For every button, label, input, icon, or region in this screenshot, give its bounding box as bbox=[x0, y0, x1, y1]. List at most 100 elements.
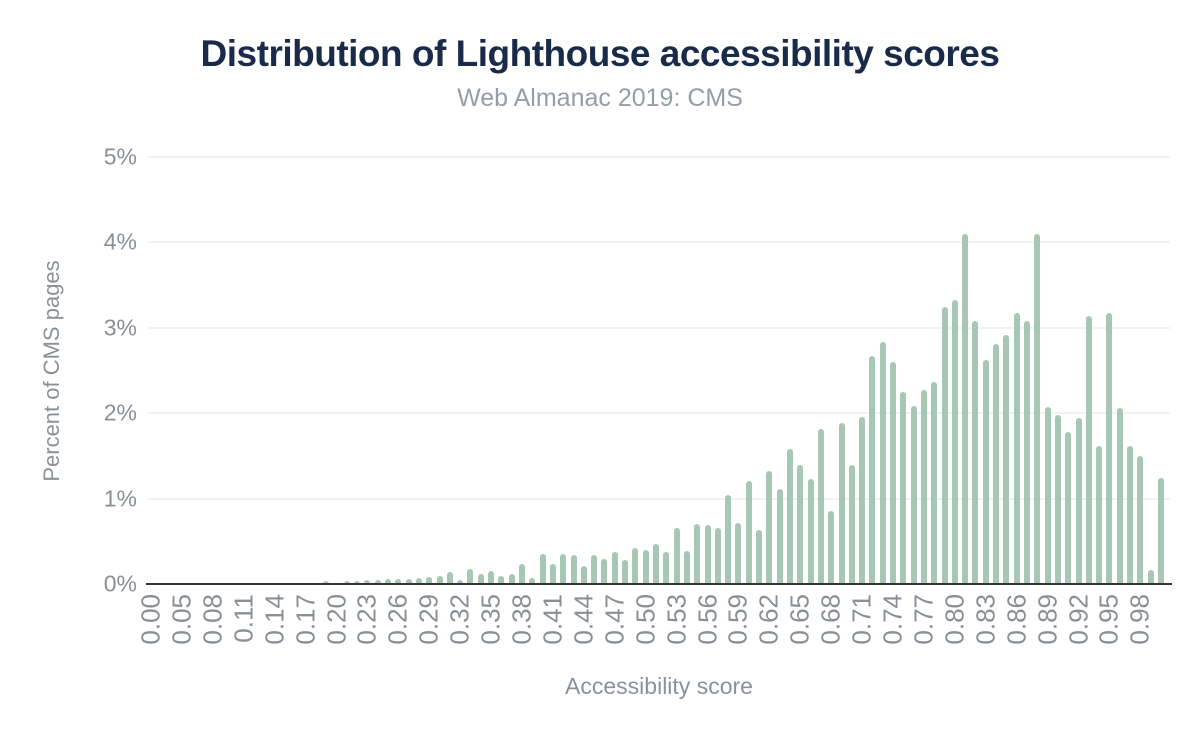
bar-0.84 bbox=[993, 344, 1000, 584]
bar-0.72 bbox=[869, 355, 876, 584]
bar-0.96 bbox=[1116, 408, 1123, 584]
x-tick-label-0.92: 0.92 bbox=[1063, 594, 1094, 645]
x-tick-label-0.11: 0.11 bbox=[228, 594, 259, 643]
bar-0.43 bbox=[570, 554, 577, 584]
x-tick-label-0.95: 0.95 bbox=[1093, 594, 1124, 645]
bar-0.39 bbox=[529, 578, 536, 584]
x-tick-label-0.59: 0.59 bbox=[722, 594, 753, 645]
chart-subtitle: Web Almanac 2019: CMS bbox=[457, 84, 743, 112]
bar-0.36 bbox=[498, 576, 505, 584]
plot-area bbox=[148, 156, 1170, 584]
bar-0.56 bbox=[704, 525, 711, 584]
bar-0.27 bbox=[405, 578, 412, 584]
gridline-4% bbox=[148, 241, 1170, 244]
bar-0.59 bbox=[735, 523, 742, 584]
x-tick-label-0.47: 0.47 bbox=[599, 594, 630, 645]
y-tick-label-3%: 3% bbox=[103, 314, 137, 341]
bar-0.40 bbox=[539, 554, 546, 584]
bar-0.24 bbox=[374, 579, 381, 584]
bar-0.66 bbox=[807, 478, 814, 584]
bar-0.51 bbox=[653, 543, 659, 584]
x-tick-label-0.56: 0.56 bbox=[692, 594, 723, 645]
x-tick-label-0.80: 0.80 bbox=[939, 594, 970, 645]
bar-0.91 bbox=[1065, 431, 1072, 584]
bar-0.25 bbox=[385, 578, 392, 584]
bar-0.57 bbox=[714, 528, 721, 584]
x-tick-label-0.23: 0.23 bbox=[351, 594, 382, 645]
x-axis-line bbox=[146, 583, 1172, 585]
bar-0.68 bbox=[828, 510, 835, 584]
bar-0.94 bbox=[1096, 445, 1103, 584]
x-tick-label-0.08: 0.08 bbox=[197, 594, 228, 645]
x-tick-label-0.74: 0.74 bbox=[877, 594, 908, 645]
bar-0.82 bbox=[972, 320, 979, 584]
bar-0.31 bbox=[446, 572, 453, 584]
bar-0.54 bbox=[683, 550, 690, 584]
x-tick-label-0.20: 0.20 bbox=[321, 594, 351, 645]
bar-0.37 bbox=[508, 573, 515, 584]
bar-0.92 bbox=[1075, 418, 1082, 584]
bar-0.58 bbox=[725, 495, 732, 584]
bar-0.77 bbox=[920, 390, 927, 584]
bar-0.35 bbox=[488, 571, 495, 584]
x-tick-label-0.68: 0.68 bbox=[815, 594, 846, 645]
bar-0.74 bbox=[890, 361, 897, 584]
bar-0.45 bbox=[591, 554, 598, 584]
bar-0.46 bbox=[601, 559, 608, 584]
bar-0.28 bbox=[415, 578, 422, 584]
bar-0.60 bbox=[745, 480, 752, 584]
x-tick-label-0.29: 0.29 bbox=[413, 594, 444, 645]
gridline-2% bbox=[148, 412, 1170, 415]
bar-0.42 bbox=[560, 554, 567, 584]
bar-0.23 bbox=[364, 579, 371, 584]
bar-0.86 bbox=[1013, 313, 1020, 584]
x-tick-label-0.00: 0.00 bbox=[135, 594, 166, 645]
bar-0.98 bbox=[1137, 455, 1144, 584]
bar-0.38 bbox=[519, 563, 526, 584]
bar-0.76 bbox=[910, 405, 917, 584]
x-tick-label-0.62: 0.62 bbox=[753, 594, 784, 645]
x-tick-label-0.71: 0.71 bbox=[846, 594, 877, 645]
bar-0.48 bbox=[622, 560, 629, 584]
bar-0.34 bbox=[477, 573, 484, 584]
y-axis-title: Percent of CMS pages bbox=[39, 260, 64, 482]
x-tick-label-0.53: 0.53 bbox=[661, 594, 692, 645]
bar-0.95 bbox=[1106, 313, 1113, 584]
y-tick-label-0%: 0% bbox=[103, 570, 137, 597]
y-tick-label-1%: 1% bbox=[103, 485, 137, 512]
bar-0.30 bbox=[436, 576, 443, 584]
bar-0.75 bbox=[900, 391, 907, 584]
bar-0.99 bbox=[1147, 570, 1154, 584]
x-tick-label-0.65: 0.65 bbox=[784, 594, 815, 645]
x-tick-label-0.38: 0.38 bbox=[506, 594, 537, 645]
bar-0.67 bbox=[817, 429, 824, 584]
bar-0.64 bbox=[786, 449, 793, 584]
bar-0.93 bbox=[1085, 315, 1092, 584]
bar-0.73 bbox=[879, 342, 886, 584]
x-tick-label-0.32: 0.32 bbox=[444, 594, 475, 645]
bar-0.55 bbox=[694, 524, 701, 584]
bar-0.90 bbox=[1054, 414, 1061, 584]
gridline-5% bbox=[148, 156, 1170, 158]
bar-0.47 bbox=[611, 551, 618, 584]
bar-0.71 bbox=[859, 417, 866, 584]
chart-title: Distribution of Lighthouse accessibility… bbox=[200, 33, 1000, 74]
bar-0.50 bbox=[642, 549, 649, 584]
bar-0.65 bbox=[797, 465, 804, 584]
x-tick-label-0.77: 0.77 bbox=[908, 594, 939, 645]
x-tick-label-0.14: 0.14 bbox=[259, 594, 290, 645]
bar-0.62 bbox=[766, 471, 773, 584]
x-tick-label-0.05: 0.05 bbox=[166, 594, 197, 645]
bar-0.78 bbox=[931, 381, 938, 584]
bar-0.89 bbox=[1044, 407, 1051, 584]
bar-0.79 bbox=[941, 307, 948, 584]
bar-0.22 bbox=[354, 580, 361, 584]
x-tick-label-0.41: 0.41 bbox=[537, 594, 568, 645]
bar-0.21 bbox=[343, 580, 350, 584]
x-tick-label-0.26: 0.26 bbox=[382, 594, 413, 645]
x-tick-label-0.86: 0.86 bbox=[1001, 594, 1032, 645]
x-tick-label-0.83: 0.83 bbox=[970, 594, 1001, 645]
y-tick-label-5%: 5% bbox=[103, 143, 137, 170]
x-axis-title: Accessibility score bbox=[565, 673, 753, 699]
